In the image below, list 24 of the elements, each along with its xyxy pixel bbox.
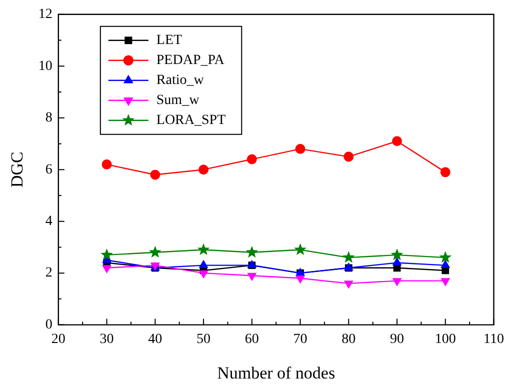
legend-label: Ratio_w — [156, 73, 205, 88]
y-tick-label: 2 — [45, 266, 52, 281]
x-tick-label: 110 — [484, 332, 504, 347]
y-tick-label: 8 — [45, 110, 52, 126]
legend-label: Sum_w — [156, 93, 200, 108]
x-tick-label: 20 — [51, 332, 66, 347]
legend-label: LET — [156, 33, 183, 48]
y-tick-label: 4 — [45, 214, 52, 230]
x-tick-label: 60 — [244, 332, 259, 347]
y-tick-label: 6 — [45, 162, 52, 178]
y-tick-label: 12 — [38, 7, 52, 22]
x-tick-label: 30 — [100, 332, 114, 347]
x-tick-label: 100 — [434, 332, 456, 347]
x-tick-label: 70 — [293, 332, 308, 347]
x-tick-label: 40 — [148, 332, 162, 347]
x-tick-label: 90 — [390, 332, 404, 347]
y-tick-label: 0 — [45, 317, 52, 332]
y-tick-label: 10 — [38, 58, 52, 74]
y-axis-title: DGC — [8, 152, 27, 188]
x-tick-label: 50 — [196, 332, 211, 347]
x-axis-title: Number of nodes — [217, 363, 336, 382]
x-tick-label: 80 — [342, 332, 356, 347]
legend-label: LORA_SPT — [156, 113, 226, 128]
legend-label: PEDAP_PA — [156, 53, 226, 68]
